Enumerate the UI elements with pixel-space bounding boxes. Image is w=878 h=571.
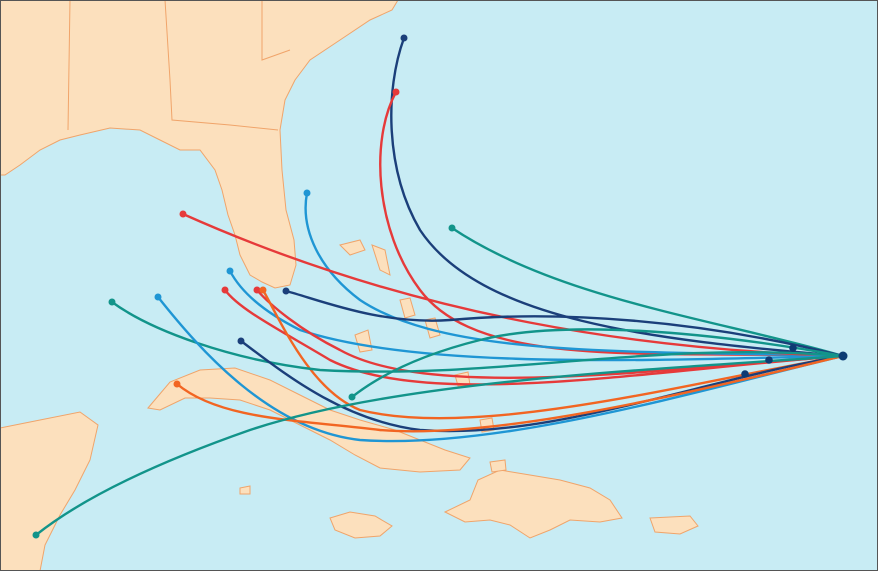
track-end-marker [253, 286, 261, 294]
forecast-track-navy [390, 36, 845, 358]
forecast-tracks [32, 34, 848, 539]
forecast-track-blue [228, 269, 845, 362]
track-end-marker [221, 286, 229, 294]
track-end-marker [237, 337, 245, 345]
forecast-track-red [379, 90, 845, 358]
forecast-track-orange [261, 288, 845, 420]
forecast-track-navy [284, 289, 845, 358]
hispaniola [443, 469, 623, 539]
track-position-marker [765, 356, 773, 364]
track-end-marker [154, 293, 162, 301]
track-end-marker [303, 189, 311, 197]
track-position-marker [741, 370, 749, 378]
track-end-marker [179, 210, 187, 218]
yucatan [0, 411, 99, 571]
puerto-rico [649, 515, 699, 535]
state-borders [67, 0, 291, 131]
track-end-marker [448, 224, 456, 232]
cuba [147, 367, 471, 473]
track-end-marker [259, 286, 267, 294]
track-end-marker [108, 298, 116, 306]
track-end-marker [226, 267, 234, 275]
track-end-marker [173, 380, 181, 388]
bahamas [239, 239, 507, 495]
track-end-marker [282, 287, 290, 295]
storm-origin-marker [838, 351, 848, 361]
forecast-track-orange [175, 354, 845, 433]
track-end-marker [32, 531, 40, 539]
forecast-track-teal [34, 354, 845, 537]
us-mainland-florida [0, 0, 399, 289]
forecast-track-teal [450, 226, 845, 358]
forecast-track-navy [239, 339, 845, 433]
track-end-marker [348, 393, 356, 401]
jamaica [329, 511, 393, 539]
track-position-marker [789, 344, 797, 352]
forecast-track-teal [110, 300, 845, 373]
track-end-marker [400, 34, 408, 42]
forecast-track-red [223, 288, 845, 386]
track-end-marker [392, 88, 400, 96]
forecast-track-blue [156, 295, 845, 443]
forecast-track-teal [350, 328, 845, 399]
landmasses [0, 0, 699, 571]
